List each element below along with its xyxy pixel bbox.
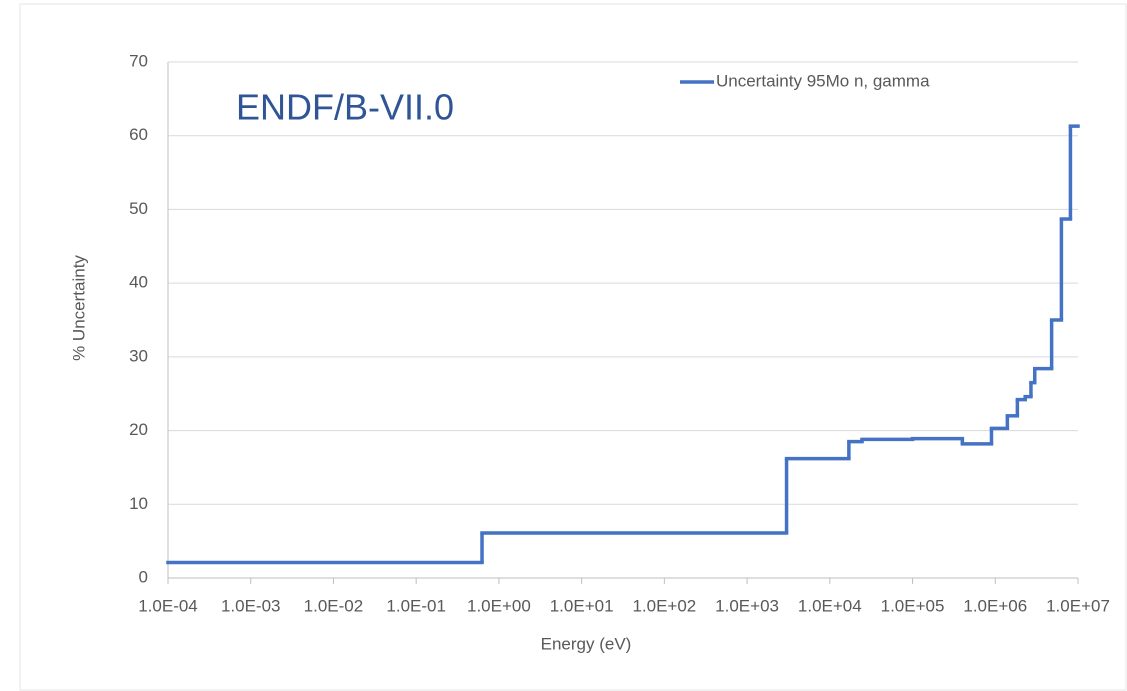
- x-tick-label: 1.0E-03: [221, 596, 281, 615]
- x-tick-label: 1.0E+01: [550, 596, 614, 615]
- legend-label: Uncertainty 95Mo n, gamma: [716, 71, 930, 90]
- y-tick-label: 10: [129, 494, 148, 513]
- x-tick-label: 1.0E+04: [798, 596, 862, 615]
- chart-border: [19, 3, 1127, 691]
- x-axis-label: Energy (eV): [541, 634, 632, 653]
- y-tick-label: 50: [129, 199, 148, 218]
- x-tick-label: 1.0E+03: [715, 596, 779, 615]
- x-tick-label: 1.0E+06: [963, 596, 1027, 615]
- x-tick-label: 1.0E-02: [304, 596, 364, 615]
- y-tick-label: 70: [129, 51, 148, 70]
- x-tick-label: 1.0E+02: [632, 596, 696, 615]
- y-axis-label: % Uncertainty: [69, 255, 88, 361]
- y-tick-label: 0: [139, 567, 148, 586]
- x-tick-label: 1.0E+05: [881, 596, 945, 615]
- x-tick-label: 1.0E-01: [386, 596, 446, 615]
- y-tick-label: 30: [129, 346, 148, 365]
- y-tick-label: 40: [129, 273, 148, 292]
- y-tick-label: 60: [129, 125, 148, 144]
- x-tick-label: 1.0E+00: [467, 596, 531, 615]
- y-tick-label: 20: [129, 420, 148, 439]
- annotation: ENDF/B-VII.0: [236, 87, 454, 128]
- x-tick-label: 1.0E-04: [138, 596, 198, 615]
- x-tick-label: 1.0E+07: [1046, 596, 1110, 615]
